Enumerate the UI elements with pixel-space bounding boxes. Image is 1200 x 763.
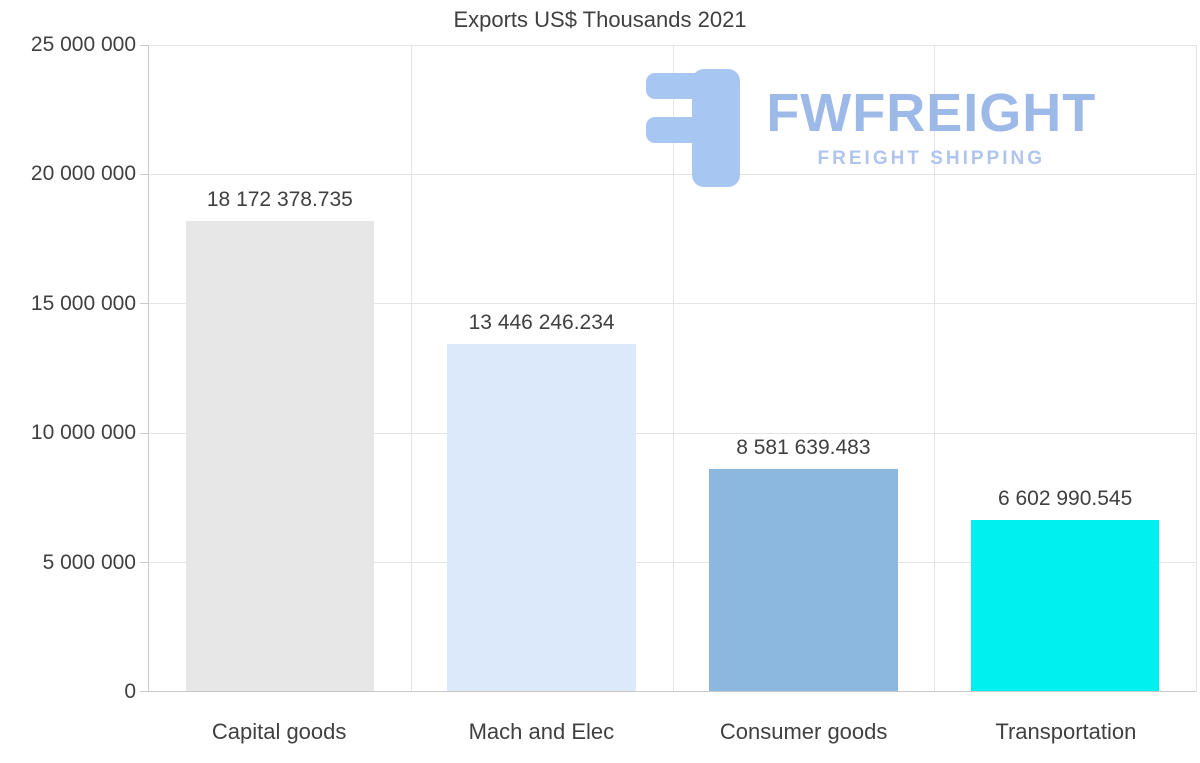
bar (185, 221, 375, 691)
bar-column: 8 581 639.483 (673, 45, 935, 691)
y-tick-label: 25 000 000 (30, 33, 136, 56)
bar-value-label: 18 172 378.735 (206, 188, 353, 212)
y-tick-mark (140, 174, 149, 176)
fwfreight-logo-icon (646, 69, 741, 187)
y-tick-label: 0 (124, 680, 136, 703)
logo-text: FWFREIGHT FREIGHT SHIPPING (766, 86, 1096, 170)
bar (447, 343, 636, 691)
x-category-label: Transportation (995, 719, 1137, 744)
x-category-label: Consumer goods (719, 719, 888, 744)
bar-column: 6 602 990.545 (934, 45, 1196, 691)
y-tick-mark (140, 45, 149, 46)
chart-title: Exports US$ Thousands 2021 (453, 7, 747, 32)
x-axis-labels: Capital goods Mach and Elec Consumer goods… (148, 705, 1197, 749)
y-tick-label: 20 000 000 (30, 162, 136, 186)
bar-column: 13 446 246.234 (411, 45, 673, 691)
bar (970, 520, 1160, 691)
vertical-gridline (934, 45, 936, 691)
vertical-gridline (410, 45, 412, 691)
y-tick-mark (140, 432, 149, 434)
y-tick-label: 15 000 000 (30, 291, 136, 315)
y-axis: 0 5 000 000 10 000 000 15 000 000 20 000 000… (0, 33, 148, 703)
bar (709, 469, 898, 691)
watermark-logo: FWFREIGHT FREIGHT SHIPPING (646, 69, 1096, 187)
bar-column: 18 172 378.735 (149, 45, 411, 691)
bar-value-label: 8 581 639.483 (736, 436, 871, 460)
y-tick-mark (140, 691, 149, 692)
bar-value-label: 13 446 246.234 (468, 310, 615, 334)
bars-container: 18 172 378.735 13 446 246.234 8 581 639.48… (149, 45, 1196, 691)
y-tick-mark (140, 561, 149, 563)
brand-name: FWFREIGHT (766, 83, 1097, 143)
y-tick-label: 5 000 000 (42, 550, 136, 574)
vertical-gridline (672, 45, 674, 691)
plot-area: FWFREIGHT FREIGHT SHIPPING 18 172 378.73… (140, 45, 1197, 692)
y-tick-mark (140, 303, 149, 305)
brand-tagline: FREIGHT SHIPPING (817, 148, 1046, 169)
x-category-label: Capital goods (211, 719, 347, 744)
bar-value-label: 6 602 990.545 (997, 487, 1133, 511)
y-tick-label: 10 000 000 (30, 421, 136, 445)
x-category-label: Mach and Elec (468, 719, 615, 744)
